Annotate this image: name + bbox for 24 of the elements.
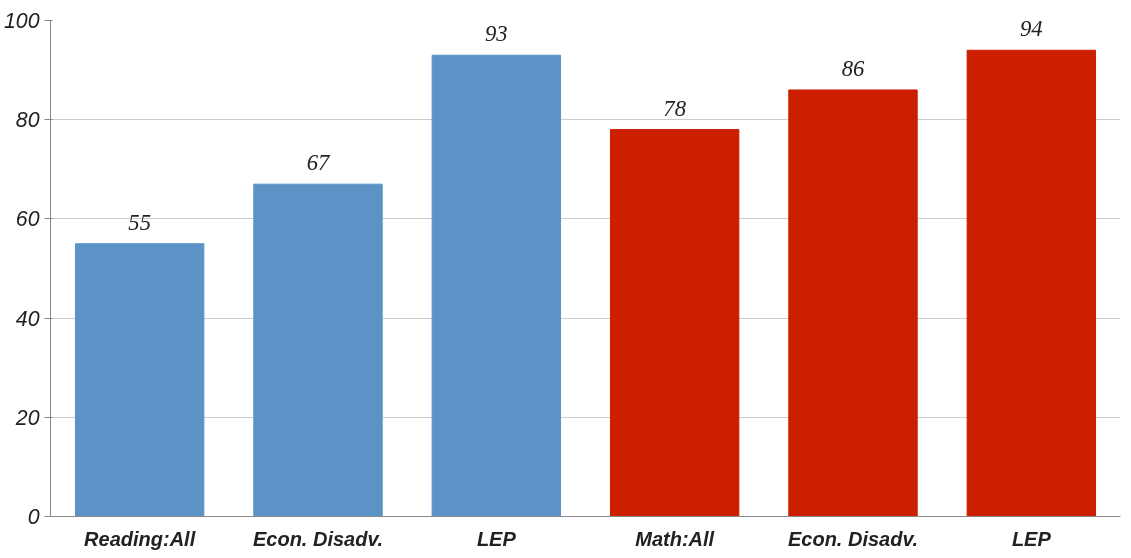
- bar: [966, 49, 1097, 517]
- data-label: 86: [841, 55, 865, 81]
- bar: [253, 183, 383, 517]
- y-tick-label: 80: [15, 108, 40, 133]
- data-label: 55: [128, 209, 151, 235]
- y-tick-label: 100: [3, 9, 40, 33]
- data-label: 67: [306, 150, 331, 176]
- data-label: 78: [663, 95, 687, 121]
- y-tick-label: 40: [15, 306, 40, 331]
- x-tick-label: Reading:All: [84, 527, 196, 550]
- data-label: 94: [1020, 16, 1043, 42]
- y-tick-label: 0: [27, 505, 40, 529]
- bar: [609, 129, 740, 517]
- x-tick-label: LEP: [1011, 527, 1052, 550]
- y-tick-label: 60: [15, 207, 40, 232]
- x-tick-label: Math:All: [635, 527, 715, 550]
- x-tick-label: LEP: [476, 527, 517, 550]
- bar: [788, 89, 918, 517]
- data-label: 93: [485, 21, 508, 47]
- x-tick-label: Econ. Disadv.: [252, 527, 384, 550]
- bar: [74, 243, 205, 517]
- bar: [431, 54, 562, 517]
- y-tick-label: 20: [14, 405, 40, 430]
- x-tick-label: Econ. Disadv.: [787, 527, 919, 550]
